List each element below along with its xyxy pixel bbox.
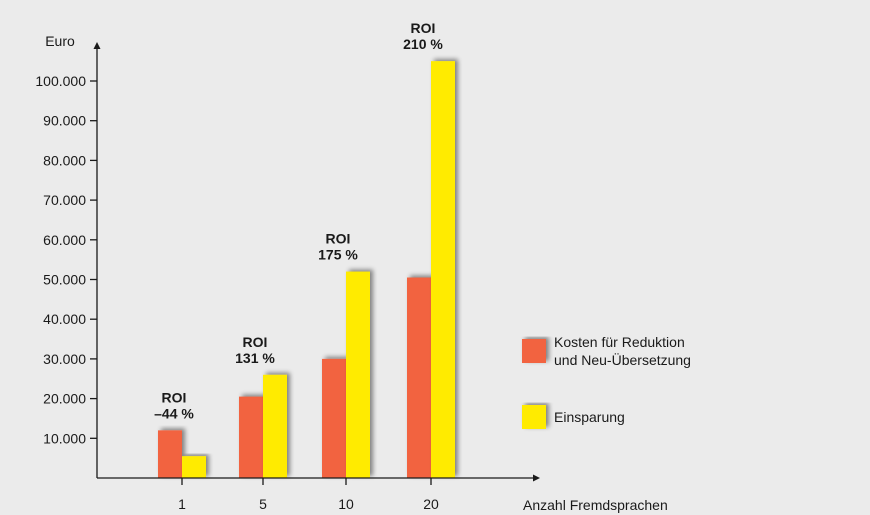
y-tick-label: 50.000 xyxy=(43,272,86,288)
bars-layer xyxy=(158,61,455,479)
y-tick-label: 10.000 xyxy=(43,430,86,446)
y-tick-label: 40.000 xyxy=(43,311,86,327)
x-axis-title: Anzahl Fremdsprachen xyxy=(523,497,668,513)
bar-kosten-10 xyxy=(322,358,346,478)
bar-einsparung-20 xyxy=(431,61,455,479)
labels-layer: 10.000 20.000 30.000 40.000 50.000 60.000 70.0… xyxy=(35,20,667,513)
bar-kosten-20 xyxy=(407,277,431,478)
legend-swatch-einsparung xyxy=(522,405,546,429)
roi-annotation-1: ROI xyxy=(162,389,187,405)
bar-kosten-1 xyxy=(158,430,182,478)
y-tick-label: 70.000 xyxy=(43,192,86,208)
roi-annotation-10: 175 % xyxy=(318,247,358,263)
roi-annotation-5: 131 % xyxy=(235,350,275,366)
y-axis-arrow xyxy=(93,42,101,49)
legend-label-kosten: Kosten für Reduktion xyxy=(554,334,685,350)
y-tick-label: 90.000 xyxy=(43,113,86,129)
legend-label-einsparung: Einsparung xyxy=(554,409,625,425)
legend-swatch-kosten xyxy=(522,339,546,363)
bar-einsparung-5 xyxy=(263,374,287,478)
roi-annotation-20: 210 % xyxy=(403,36,443,52)
roi-annotation-20: ROI xyxy=(411,20,436,36)
x-tick-label: 10 xyxy=(338,496,354,512)
bar-kosten-5 xyxy=(239,396,263,478)
roi-annotation-5: ROI xyxy=(243,334,268,350)
x-tick-label: 5 xyxy=(259,496,267,512)
y-axis-title: Euro xyxy=(45,33,75,49)
y-tick-label: 80.000 xyxy=(43,152,86,168)
x-tick-label: 20 xyxy=(423,496,439,512)
y-tick-label: 100.000 xyxy=(35,73,86,89)
legend-label-kosten: und Neu-Übersetzung xyxy=(554,351,691,368)
axes-layer xyxy=(90,42,540,485)
roi-annotation-1: –44 % xyxy=(154,405,194,421)
x-tick-label: 1 xyxy=(178,496,186,512)
roi-annotation-10: ROI xyxy=(326,231,351,247)
x-axis-arrow xyxy=(533,474,540,482)
y-tick-label: 20.000 xyxy=(43,391,86,407)
bar-einsparung-1 xyxy=(182,456,206,478)
y-tick-label: 60.000 xyxy=(43,232,86,248)
y-tick-label: 30.000 xyxy=(43,351,86,367)
bar-einsparung-10 xyxy=(346,271,370,478)
